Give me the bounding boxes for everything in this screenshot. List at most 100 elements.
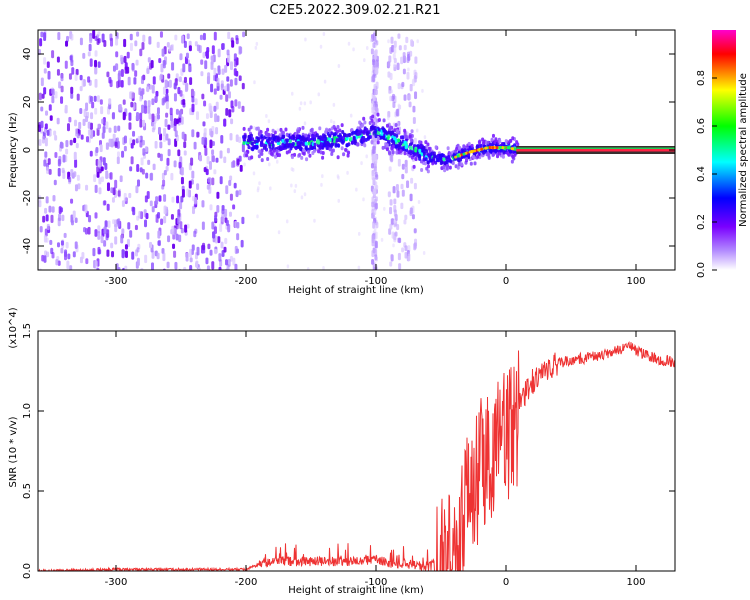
spectrogram-cell <box>245 153 249 158</box>
spectrogram-cell <box>157 240 161 246</box>
spectrogram-cell <box>321 137 325 142</box>
spectrogram-cell <box>393 46 397 54</box>
spectrogram-cell <box>333 135 337 140</box>
spectrogram-cell <box>166 41 170 48</box>
spectrogram-cell <box>390 254 394 262</box>
spectrogram-cell <box>48 205 52 213</box>
colorbar-tick-label: 0.0 <box>696 262 707 278</box>
spectrogram-cell <box>384 130 388 135</box>
spectrogram-cell <box>67 253 71 260</box>
spectrogram-cell <box>224 85 228 92</box>
spectrogram-cell <box>213 67 217 76</box>
spectrogram-cell <box>131 63 135 72</box>
spectrogram-cell <box>476 154 480 159</box>
spectrogram-cell <box>68 176 72 183</box>
spectrogram-cell <box>403 140 407 145</box>
spectrogram-cell <box>495 146 499 150</box>
spectrogram-cell <box>506 151 510 156</box>
spectrogram-cell <box>397 158 401 167</box>
spectrogram-cell <box>275 149 279 154</box>
spectrogram-cell <box>411 150 415 155</box>
spectrogram-cell <box>46 129 50 136</box>
spectrogram-cell <box>104 220 108 228</box>
spectrogram-cell <box>269 148 273 153</box>
spectrogram-cell <box>471 154 475 159</box>
spectrogram-cell <box>274 154 278 159</box>
spectrogram-cell <box>484 146 488 150</box>
spectrogram-cell <box>43 32 47 42</box>
spectrogram-cell <box>226 83 230 92</box>
spectrogram-cell <box>424 140 428 145</box>
spectrogram-cell <box>233 58 237 68</box>
spectrogram-cell <box>57 260 61 266</box>
spectrogram-cell <box>176 195 180 204</box>
spectrogram-cell <box>371 250 375 258</box>
spectrogram-cell <box>385 143 389 148</box>
spectrogram-cell <box>443 168 447 173</box>
spectrogram-cell <box>303 192 307 197</box>
spectrogram-cell <box>167 149 171 157</box>
spectrogram-cell <box>144 195 148 203</box>
spectrogram-cell <box>229 193 233 201</box>
spectrogram-cell <box>106 203 110 211</box>
spectrogram-cell <box>309 128 313 133</box>
spectrogram-cell <box>480 147 484 151</box>
spectrogram-cell <box>424 145 428 150</box>
spectrogram-cell <box>178 110 182 118</box>
spectrogram-cell <box>258 181 261 186</box>
spectrogram-cell <box>90 112 94 120</box>
spectrogram-cell <box>470 143 474 148</box>
spectrogram-cell <box>318 145 322 150</box>
spectrogram-cell <box>457 162 461 167</box>
spectrogram-cell <box>163 170 167 176</box>
spectrogram-cell <box>85 115 89 123</box>
spectrogram-cell <box>94 107 98 115</box>
spectrogram-cell <box>209 204 213 211</box>
spectrogram-cell <box>43 87 47 95</box>
spectrogram-cell <box>279 147 283 152</box>
spectrogram-cell <box>41 135 45 144</box>
spectrogram-cell <box>214 113 218 123</box>
spectrogram-cell <box>250 155 254 160</box>
spectrogram-cell <box>216 205 220 213</box>
spectrogram-cell <box>159 153 163 162</box>
spectrogram-cell <box>210 61 214 70</box>
spectrogram-cell <box>179 156 183 164</box>
spectrogram-cell <box>426 142 430 147</box>
spectrogram-cell <box>74 217 78 224</box>
spectrogram-cell <box>50 214 54 223</box>
spectrogram-cell <box>151 206 155 213</box>
spectrogram-cell <box>74 119 78 127</box>
spectrogram-cell <box>390 36 394 44</box>
spectrogram-cell <box>223 156 227 164</box>
spectrogram-cell <box>496 154 500 159</box>
spectrogram-cell <box>269 186 272 191</box>
spectrogram-cell <box>123 55 127 63</box>
spectrogram-cell <box>232 204 236 210</box>
spectrogram-cell <box>114 179 118 189</box>
spectrogram-cell <box>291 167 295 172</box>
spectrogram-cell <box>52 195 56 202</box>
spectrogram-cell <box>53 179 57 186</box>
spectrogram-cell <box>204 269 206 270</box>
spectrogram-cell <box>112 219 116 225</box>
spectrogram-cell <box>448 165 452 170</box>
spectrogram-cell <box>234 77 238 86</box>
spectrogram-cell <box>236 159 240 166</box>
spectrogram-cell <box>165 112 169 118</box>
spectrogram-cell <box>253 125 256 130</box>
spectrogram-cell <box>266 157 270 162</box>
spectrogram-cell <box>183 76 187 84</box>
spectrogram-cell <box>164 118 168 128</box>
spectrogram-cell <box>371 146 375 154</box>
spectrogram-cell <box>44 137 48 147</box>
spectrogram-cell <box>377 131 381 136</box>
spectrogram-cell <box>73 151 77 160</box>
spectrogram-cell <box>436 154 440 159</box>
spectrogram-cell <box>224 64 228 73</box>
spectrogram-cell <box>186 188 190 197</box>
spectrogram-cell <box>429 158 433 163</box>
spectrogram-cell <box>509 149 513 154</box>
spectrogram-cell <box>213 105 217 112</box>
spectrogram-cell <box>281 142 285 147</box>
